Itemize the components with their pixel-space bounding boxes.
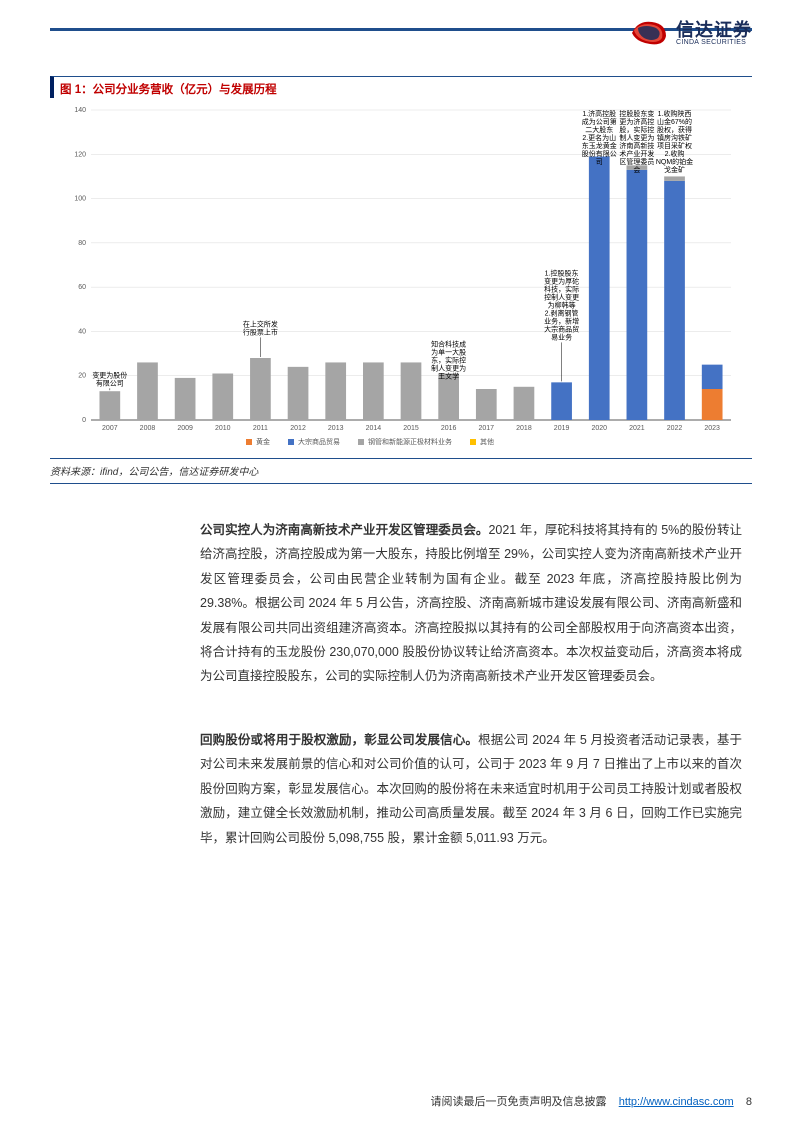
svg-text:80: 80 — [78, 240, 86, 247]
svg-text:变更为股份: 变更为股份 — [92, 370, 127, 379]
svg-text:120: 120 — [74, 151, 86, 158]
svg-text:0: 0 — [82, 417, 86, 424]
logo-en-text: CINDA SECURITIES — [676, 39, 752, 46]
svg-text:40: 40 — [78, 328, 86, 335]
p1-rest: 2021 年，厚砣科技将其持有的 5%的股份转让给济高控股，济高控股成为第一大股… — [200, 523, 742, 683]
svg-text:1.收购陕西: 1.收购陕西 — [658, 109, 692, 118]
figure-source-bar: 资料来源：ifind，公司公告，信达证券研发中心 — [50, 458, 752, 484]
svg-text:2017: 2017 — [479, 425, 495, 432]
svg-text:二大股东: 二大股东 — [585, 125, 613, 134]
svg-text:变更为厚砣: 变更为厚砣 — [544, 276, 579, 285]
svg-text:股，实际控: 股，实际控 — [619, 125, 654, 134]
logo-swirl-icon — [628, 18, 670, 48]
svg-text:有限公司: 有限公司 — [96, 378, 124, 387]
svg-text:2009: 2009 — [177, 425, 193, 432]
logo-cn-text: 信达证券 — [676, 21, 752, 39]
svg-text:会: 会 — [633, 165, 640, 174]
figure-source: 资料来源：ifind，公司公告，信达证券研发中心 — [50, 467, 258, 478]
footer-disclaimer: 请阅读最后一页免责声明及信息披露 — [430, 1096, 606, 1108]
svg-text:2007: 2007 — [102, 425, 118, 432]
svg-text:科技，实际: 科技，实际 — [544, 284, 579, 293]
svg-text:2015: 2015 — [403, 425, 419, 432]
svg-text:行股票上市: 行股票上市 — [243, 327, 278, 336]
svg-text:2.更名为山: 2.更名为山 — [582, 133, 616, 142]
p2-bold: 回购股份或将用于股权激励，彰显公司发展信心。 — [200, 733, 478, 747]
svg-text:戈金矿: 戈金矿 — [664, 165, 685, 174]
page-footer: 请阅读最后一页免责声明及信息披露 http://www.cindasc.com … — [430, 1093, 752, 1109]
svg-text:司: 司 — [596, 158, 603, 166]
svg-text:2018: 2018 — [516, 425, 532, 432]
svg-text:东玉龙黄金: 东玉龙黄金 — [582, 141, 617, 150]
paragraph-2: 回购股份或将用于股权激励，彰显公司发展信心。根据公司 2024 年 5 月投资者… — [200, 728, 742, 850]
svg-text:2014: 2014 — [366, 425, 382, 432]
svg-text:60: 60 — [78, 284, 86, 291]
footer-page: 8 — [746, 1096, 752, 1108]
svg-text:控股股东变: 控股股东变 — [619, 109, 654, 118]
svg-text:1.济高控股: 1.济高控股 — [582, 109, 616, 118]
svg-text:易业务: 易业务 — [551, 332, 572, 341]
svg-text:2.收购: 2.收购 — [665, 149, 685, 158]
figure-title-bar: 图 1：公司分业务营收（亿元）与发展历程 — [50, 76, 752, 98]
svg-text:王文学: 王文学 — [438, 371, 459, 380]
figure-title: 图 1：公司分业务营收（亿元）与发展历程 — [60, 84, 277, 96]
svg-text:1.控股股东: 1.控股股东 — [545, 268, 579, 277]
p1-bold: 公司实控人为济南高新技术产业开发区管理委员会。 — [200, 523, 488, 537]
svg-text:2013: 2013 — [328, 425, 344, 432]
svg-text:大宗商品贸: 大宗商品贸 — [544, 324, 579, 333]
svg-text:业务，新增: 业务，新增 — [544, 316, 579, 325]
svg-text:100: 100 — [74, 196, 86, 203]
svg-text:2022: 2022 — [667, 425, 683, 432]
svg-text:2010: 2010 — [215, 425, 231, 432]
svg-text:黄金: 黄金 — [256, 437, 270, 446]
svg-text:在上交所发: 在上交所发 — [243, 319, 278, 328]
svg-text:术产业开发: 术产业开发 — [619, 149, 654, 158]
svg-text:制人变更为: 制人变更为 — [619, 133, 654, 142]
revenue-history-chart: 0 20 40 60 80 100 120 140 2007 2008 2009 2010 2011 20… — [55, 100, 747, 455]
svg-text:2016: 2016 — [441, 425, 457, 432]
svg-text:项目采矿权: 项目采矿权 — [657, 141, 692, 150]
svg-text:2008: 2008 — [140, 425, 156, 432]
footer-url[interactable]: http://www.cindasc.com — [619, 1096, 734, 1108]
svg-text:为柳韩等: 为柳韩等 — [548, 300, 576, 309]
svg-text:区管理委员: 区管理委员 — [619, 157, 654, 166]
svg-text:2023: 2023 — [704, 425, 720, 432]
svg-text:知合科技成: 知合科技成 — [431, 339, 466, 348]
svg-text:2021: 2021 — [629, 425, 645, 432]
svg-text:2012: 2012 — [290, 425, 306, 432]
svg-text:东，实际控: 东，实际控 — [431, 355, 466, 364]
chart-svg: 0 20 40 60 80 100 120 140 2007 2008 2009 2010 2011 20… — [55, 100, 747, 455]
svg-text:其他: 其他 — [480, 437, 494, 446]
svg-text:2.剥离钢管: 2.剥离钢管 — [545, 308, 579, 317]
svg-text:成为公司第: 成为公司第 — [582, 117, 617, 126]
brand-logo: 信达证券 CINDA SECURITIES — [628, 18, 752, 48]
svg-text:2019: 2019 — [554, 425, 570, 432]
svg-text:钢管和新能源正极材料业务: 钢管和新能源正极材料业务 — [368, 437, 452, 446]
svg-text:制人变更为: 制人变更为 — [431, 363, 466, 372]
svg-text:股权，获得: 股权，获得 — [657, 125, 692, 134]
svg-text:大宗商品贸易: 大宗商品贸易 — [298, 437, 340, 446]
svg-text:2020: 2020 — [591, 425, 607, 432]
svg-text:更为济高控: 更为济高控 — [619, 117, 654, 126]
paragraph-1: 公司实控人为济南高新技术产业开发区管理委员会。2021 年，厚砣科技将其持有的 … — [200, 518, 742, 689]
svg-text:为单一大股: 为单一大股 — [431, 347, 466, 356]
svg-text:140: 140 — [74, 107, 86, 114]
svg-text:济南高新技: 济南高新技 — [619, 141, 654, 150]
svg-text:2011: 2011 — [253, 425, 268, 432]
p2-rest: 根据公司 2024 年 5 月投资者活动记录表，基于对公司未来发展前景的信心和对… — [200, 733, 742, 845]
svg-text:20: 20 — [78, 373, 86, 380]
svg-text:镇房沟铁矿: 镇房沟铁矿 — [657, 133, 692, 142]
svg-text:控制人变更: 控制人变更 — [544, 292, 579, 301]
svg-text:山金67%的: 山金67%的 — [657, 117, 692, 126]
svg-text:股份有限公: 股份有限公 — [582, 149, 617, 158]
svg-text:NQM的铂金: NQM的铂金 — [656, 157, 693, 166]
